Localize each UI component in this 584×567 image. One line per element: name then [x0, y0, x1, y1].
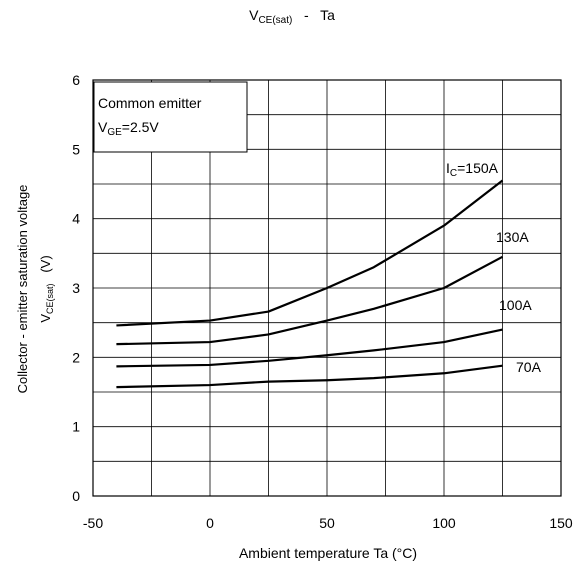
series-label-70a: 70A — [516, 359, 542, 375]
annotation-line2-rest: =2.5V — [122, 119, 160, 135]
series-layer — [116, 179, 504, 389]
y-tick-label-5: 5 — [72, 141, 80, 157]
annotation-box: Common emitter VGE=2.5V — [93, 81, 248, 153]
chart-title-sub: CE(sat) — [258, 15, 292, 26]
series-label-130a: 130A — [496, 229, 529, 245]
chart-title: VCE(sat) - Ta — [249, 7, 335, 26]
y-axis-label-line2-main: V — [38, 314, 53, 323]
y-tick-label-0: 0 — [72, 488, 80, 504]
annotation-line2-main: V — [98, 119, 108, 135]
series-line-2 — [116, 328, 503, 368]
series-label-150a-main: I — [446, 160, 450, 176]
y-tick-label-4: 4 — [72, 211, 80, 227]
y-axis-label-line2: VCE(sat) (V) — [38, 255, 55, 322]
series-line-0 — [116, 179, 504, 327]
x-tick-label-3: 100 — [432, 515, 456, 531]
x-axis-label: Ambient temperature Ta (°C) — [239, 545, 417, 561]
series-label-150a-sub: C — [450, 168, 457, 179]
series-label-150a-rest: =150A — [457, 160, 499, 176]
y-tick-label-6: 6 — [72, 72, 80, 88]
annotation-box-frame — [93, 81, 248, 153]
y-axis-label-line2-sub: CE(sat) — [45, 283, 55, 314]
x-tick-label-2: 50 — [319, 515, 335, 531]
annotation-line1: Common emitter — [98, 95, 202, 111]
annotation-line2-sub: GE — [107, 127, 122, 138]
y-axis-label-line2-rest: (V) — [38, 255, 53, 283]
annotation-line2: VGE=2.5V — [98, 119, 159, 138]
y-tick-label-1: 1 — [72, 419, 80, 435]
series-line-3 — [116, 364, 503, 389]
plot-frame — [92, 79, 562, 497]
y-tick-label-3: 3 — [72, 280, 80, 296]
chart-title-rest: - Ta — [292, 7, 335, 23]
x-tick-label-0: -50 — [83, 515, 103, 531]
series-label-150a: IC=150A — [446, 160, 499, 179]
x-tick-label-1: 0 — [206, 515, 214, 531]
series-label-100a: 100A — [499, 297, 532, 313]
y-tick-label-2: 2 — [72, 349, 80, 365]
y-axis-label-line1: Collector - emitter saturation voltage — [15, 185, 30, 394]
chart-title-main: V — [249, 7, 259, 23]
series-line-1 — [116, 255, 504, 346]
x-tick-label-4: 150 — [549, 515, 573, 531]
